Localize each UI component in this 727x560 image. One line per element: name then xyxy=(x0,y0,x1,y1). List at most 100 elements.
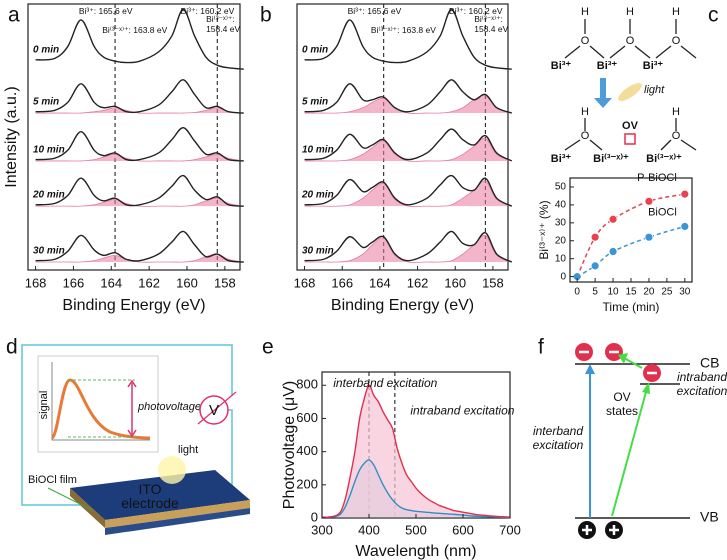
series-line xyxy=(304,230,513,263)
series-label: 0 min xyxy=(302,45,328,56)
annotation: Bi⁽³⁻ˣ⁾⁺: 158.4 eV xyxy=(206,14,240,34)
panel-label: c xyxy=(708,4,719,27)
vacancy-label: OV xyxy=(622,120,639,132)
x-tick-label: 166 xyxy=(331,275,353,290)
marker xyxy=(644,196,654,206)
panel-d-diagram: d signal photovoltage V light ITO electro… xyxy=(6,336,250,535)
electrode-label: ITO electrode xyxy=(121,481,179,511)
y-tick-label: 30 xyxy=(555,217,567,228)
panel-label: e xyxy=(262,336,274,359)
component-area xyxy=(304,137,512,162)
y-tick-label: 0 xyxy=(560,271,566,282)
atom: O xyxy=(626,35,635,47)
series-line xyxy=(304,79,513,114)
signal-label: signal xyxy=(38,391,50,420)
plot-frame xyxy=(296,3,509,271)
atom: O xyxy=(581,35,590,47)
marker xyxy=(590,232,600,242)
series-label: 20 min xyxy=(301,189,334,200)
component-area xyxy=(35,253,244,263)
interband-label: interband excitation xyxy=(533,424,584,452)
series-line xyxy=(576,193,685,277)
series-line xyxy=(304,128,513,162)
light-label: light xyxy=(644,84,665,96)
annotation: Bi⁽³⁻ˣ⁾⁺: 163.8 eV xyxy=(371,25,436,35)
film-label: BiOCl film xyxy=(28,474,77,486)
atom: H xyxy=(672,6,680,18)
arrowhead xyxy=(642,382,650,394)
x-tick-label: 168 xyxy=(25,275,47,290)
x-tick-label: 30 xyxy=(679,287,691,298)
x-tick-label: 160 xyxy=(444,275,466,290)
annotation: intraband excitation xyxy=(410,404,514,418)
atom: Bi³⁺ xyxy=(551,60,572,72)
x-tick-label: 15 xyxy=(625,287,637,298)
series-label: 30 min xyxy=(302,245,334,256)
panel-f-diagram: f CB VB OV states interband excitation int… xyxy=(533,336,727,539)
series-area xyxy=(322,385,510,518)
arrowheads xyxy=(127,379,137,438)
x-axis-label: Wavelength (nm) xyxy=(355,543,476,560)
y-tick-label: 200 xyxy=(296,476,318,491)
atom: O xyxy=(672,35,681,47)
chart: a 0 min 5 min 10 min 20 min 30 min 168 166 164 16… xyxy=(3,3,244,314)
series-line xyxy=(35,126,244,162)
x-tick-label: 25 xyxy=(661,287,673,298)
y-tick-label: 50 xyxy=(555,182,567,193)
electrons xyxy=(575,343,661,382)
vacancy xyxy=(624,133,636,145)
y-axis-label: Bi⁽³⁻ˣ⁾⁺ (%) xyxy=(537,200,551,259)
bonds xyxy=(564,19,697,151)
inset-axes xyxy=(51,362,150,441)
panel-label: f xyxy=(538,336,544,359)
states-label: OV states xyxy=(606,390,638,418)
electrode-top xyxy=(70,470,250,520)
y-tick-label: 20 xyxy=(555,235,567,246)
series-line xyxy=(35,79,244,114)
x-tick-label: 158 xyxy=(482,275,504,290)
chart: b 0 min 5 min 10 min 20 min 30 min 168 166 164 16… xyxy=(260,3,513,314)
component-area xyxy=(35,107,244,114)
series-line xyxy=(35,8,244,70)
marker xyxy=(644,232,654,242)
x-tick-label: 164 xyxy=(369,275,391,290)
x-tick-label: 162 xyxy=(407,275,429,290)
series-label: 10 min xyxy=(33,144,65,155)
series-label: 10 min xyxy=(302,144,334,155)
x-tick-label: 700 xyxy=(499,522,521,537)
series-label: 5 min xyxy=(33,96,59,107)
circuit xyxy=(21,344,233,506)
panel-label: a xyxy=(8,4,20,27)
series-label: 0 min xyxy=(33,45,59,56)
x-tick-label: 5 xyxy=(592,287,598,298)
atom: O xyxy=(581,130,590,142)
annotation: Bi³⁺: 165.6 eV xyxy=(79,6,133,16)
chart: P-BiOCl BiOCl 0 5 10 15 20 25 30 0 10 20 30 40 50 Time … xyxy=(537,172,693,314)
x-tick-label: 300 xyxy=(311,522,333,537)
component-area xyxy=(304,234,512,263)
series-line xyxy=(304,174,513,207)
x-tick-label: 600 xyxy=(452,522,474,537)
series-line xyxy=(321,384,511,518)
atom: Bi⁽³⁻ˣ⁾⁺ xyxy=(646,153,682,165)
arrowhead xyxy=(618,353,628,364)
atom: Bi³⁺ xyxy=(551,153,572,165)
intraband-label: intraband excitation xyxy=(677,370,727,398)
pointer xyxy=(47,487,93,511)
panel-label: d xyxy=(6,336,18,359)
marker xyxy=(608,247,618,256)
x-tick-label: 166 xyxy=(63,275,85,290)
x-tick-label: 158 xyxy=(214,275,236,290)
voltmeter-arrow xyxy=(197,391,237,425)
x-tick-label: 162 xyxy=(138,275,160,290)
series-line xyxy=(321,459,511,519)
cb-label: CB xyxy=(700,355,719,371)
arrowhead xyxy=(585,364,595,374)
x-tick-label: 0 xyxy=(574,287,580,298)
y-tick-label: 40 xyxy=(555,200,567,211)
annotation: Bi³⁺: 165.6 eV xyxy=(348,6,402,16)
x-axis-label: Binding Energy (eV) xyxy=(62,297,205,314)
atom: Bi⁽³⁻ˣ⁾⁺ xyxy=(593,153,629,165)
series-line xyxy=(304,8,512,70)
